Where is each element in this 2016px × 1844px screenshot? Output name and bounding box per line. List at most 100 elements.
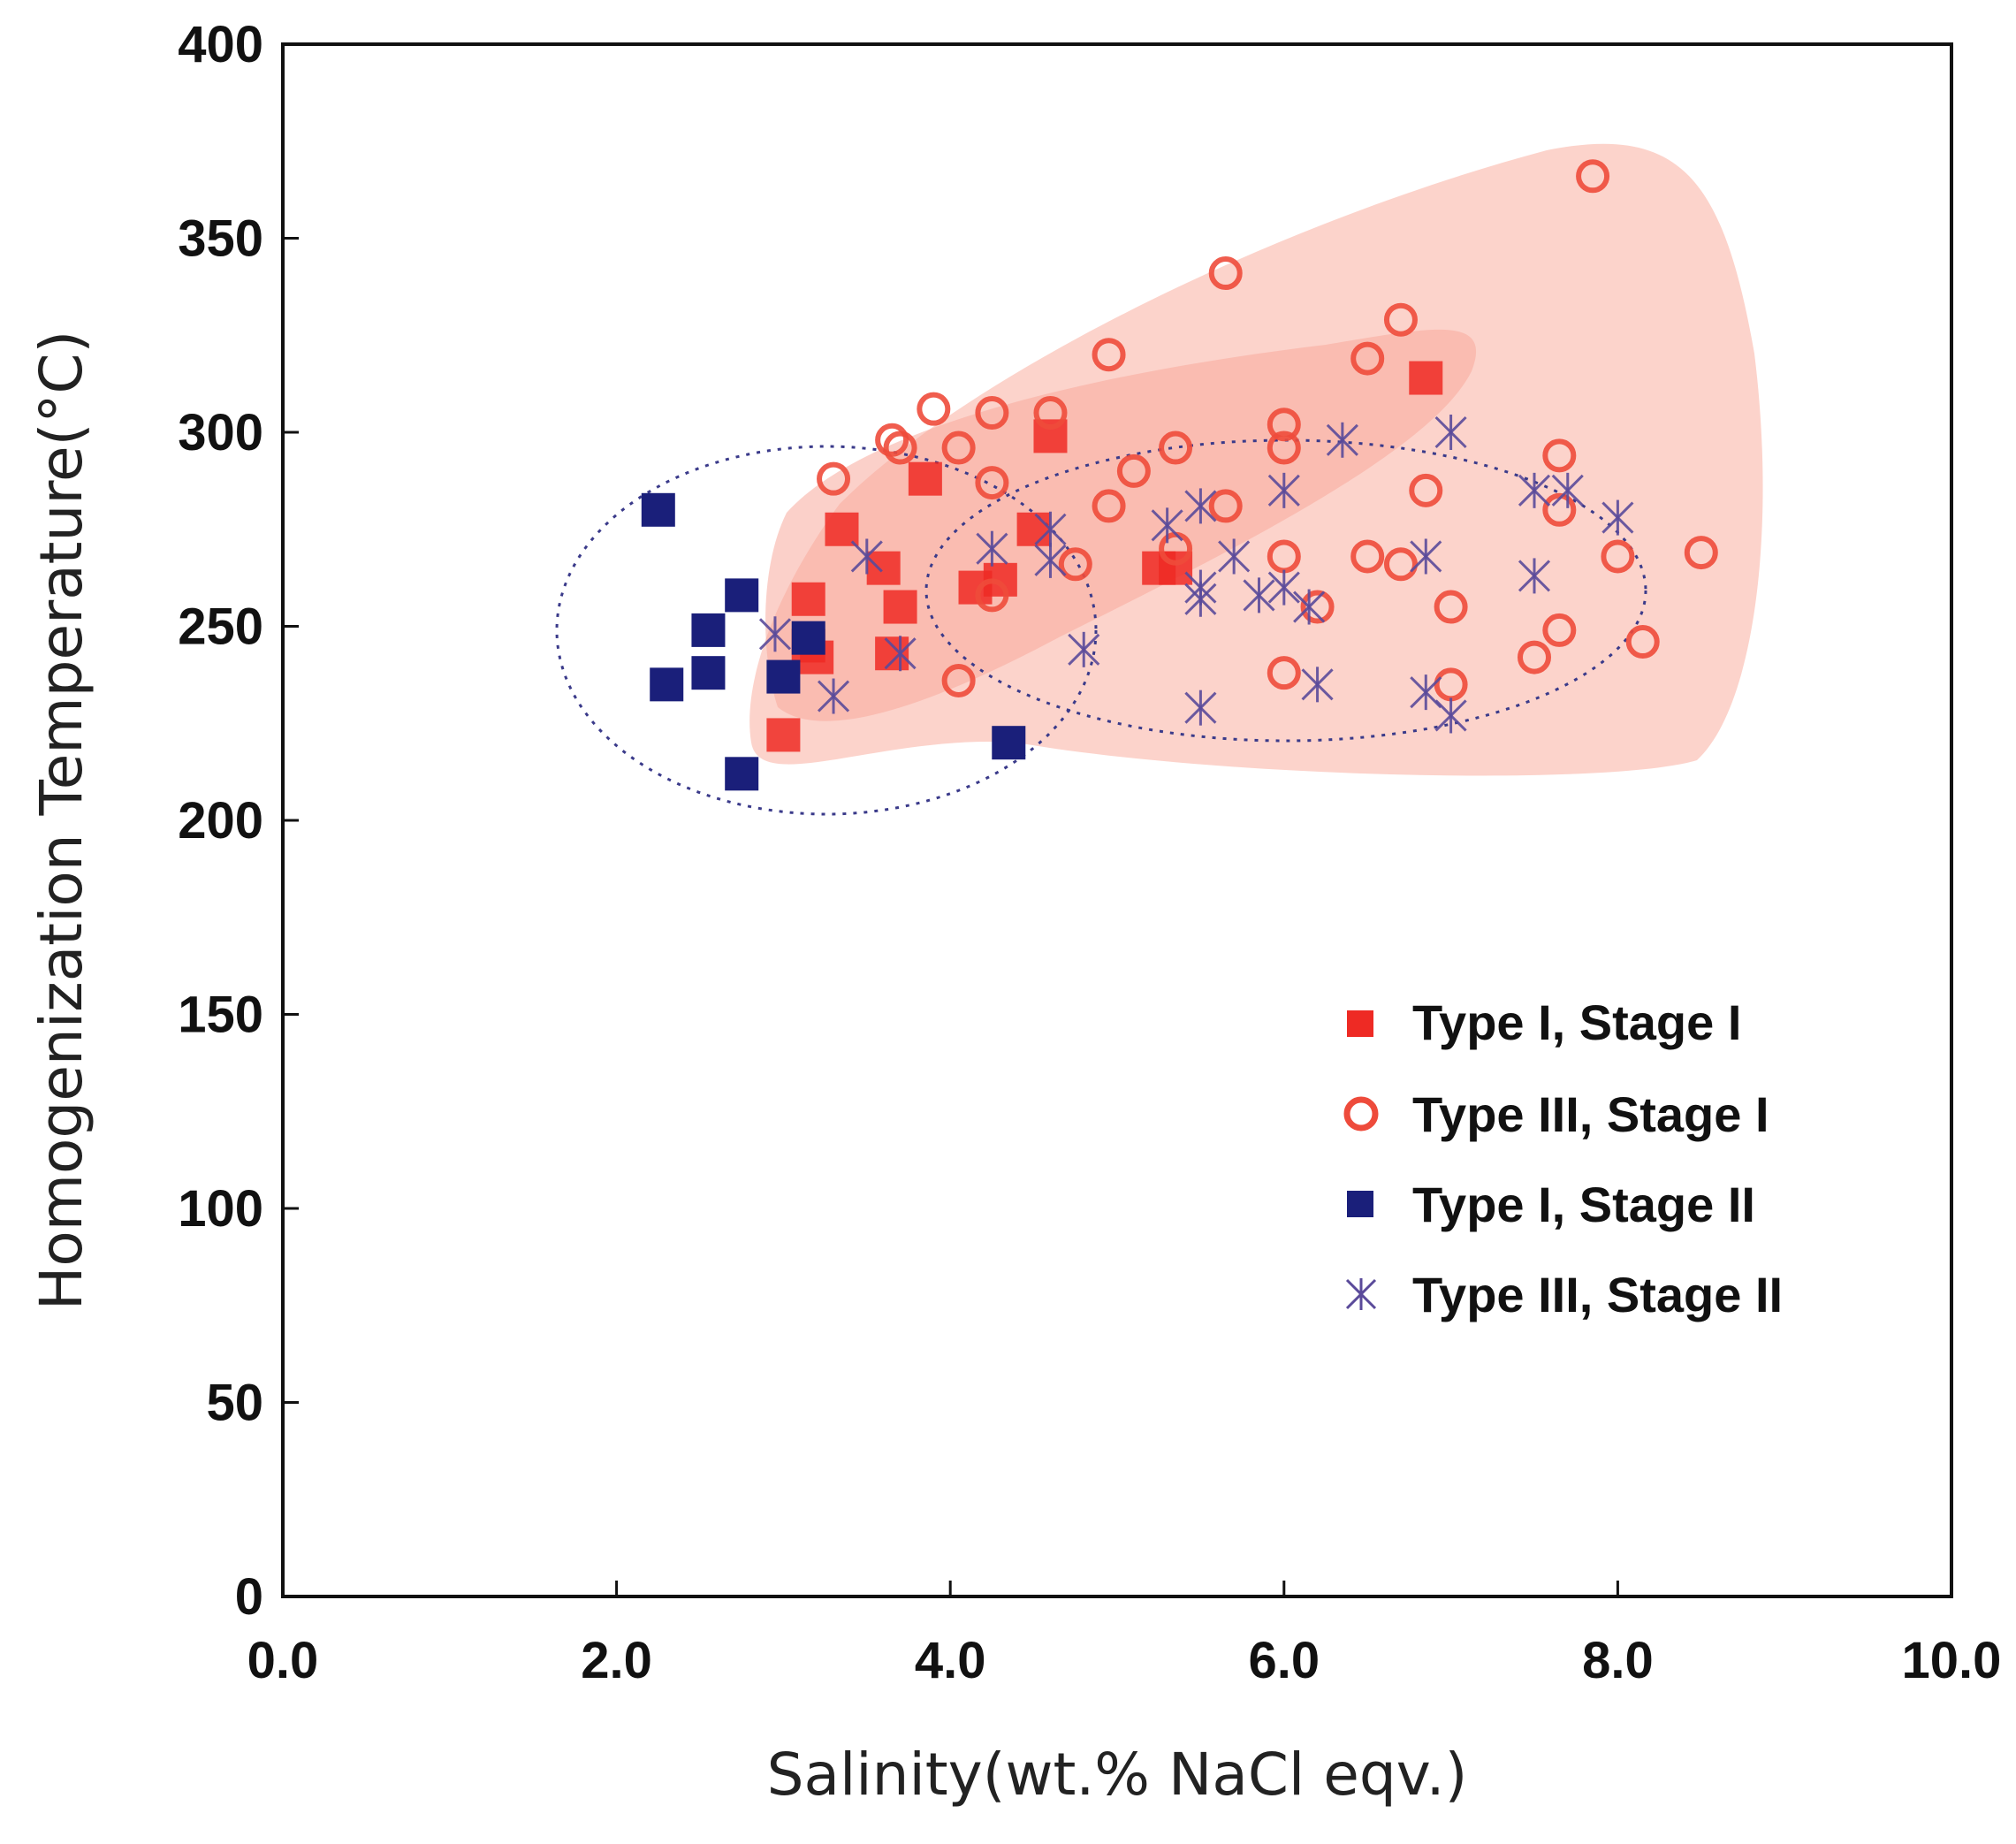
- legend-label-type1-stage1: Type I, Stage I: [1412, 994, 1741, 1050]
- point-type3-stage2: [1151, 507, 1183, 544]
- y-tick-label: 50: [206, 1375, 263, 1432]
- point-type3-stage2: [1551, 472, 1584, 508]
- point-type3-stage1: [917, 392, 951, 426]
- point-type3-stage2: [1243, 577, 1275, 613]
- point-type3-stage1: [1576, 159, 1610, 194]
- point-type3-stage2: [850, 538, 883, 575]
- point-type3-stage1: [1601, 539, 1635, 574]
- y-tick-label: 400: [178, 16, 263, 73]
- point-type1-stage1: [1409, 361, 1443, 395]
- point-type3-stage1: [1267, 408, 1301, 442]
- point-type3-stage1: [883, 431, 917, 465]
- point-type3-stage1: [1300, 590, 1335, 624]
- point-type3-stage1: [875, 423, 909, 457]
- data-points: [641, 159, 1718, 791]
- point-type3-stage2: [1601, 499, 1634, 536]
- point-type3-stage1: [975, 396, 1009, 431]
- point-type3-stage1: [1159, 431, 1193, 465]
- point-type3-stage1: [1434, 590, 1468, 624]
- legend-label-type3-stage2: Type III, Stage II: [1412, 1267, 1783, 1322]
- point-type3-stage1: [975, 466, 1009, 500]
- point-type3-stage1: [1350, 539, 1385, 574]
- legend: Type I, Stage I Type III, Stage I Type I…: [1343, 994, 1783, 1322]
- x-tick-label: 4.0: [915, 1632, 986, 1689]
- point-type3-stage1: [1542, 613, 1577, 647]
- point-type3-stage1: [941, 663, 976, 697]
- point-type3-stage1: [1033, 396, 1068, 431]
- point-type3-stage2: [1034, 511, 1067, 547]
- legend-label-type1-stage2: Type I, Stage II: [1412, 1177, 1755, 1232]
- point-type1-stage2: [791, 621, 825, 655]
- legend-marker-type3-stage1: [1343, 1096, 1379, 1132]
- point-type1-stage1: [883, 590, 917, 624]
- point-type3-stage1: [975, 578, 1009, 613]
- x-tick-label: 6.0: [1248, 1632, 1320, 1689]
- point-type3-stage2: [1410, 538, 1442, 575]
- legend-marker-type1-stage1: [1347, 1010, 1373, 1037]
- point-type3-stage1: [1625, 625, 1660, 659]
- x-axis-title: Salinity(wt.% NaCl eqv.): [767, 1741, 1468, 1809]
- point-type3-stage2: [1034, 542, 1067, 578]
- point-type1-stage2: [650, 667, 684, 702]
- point-type3-stage1: [1092, 489, 1126, 523]
- point-type3-stage2: [817, 678, 850, 714]
- point-type1-stage1: [908, 461, 942, 496]
- point-type3-stage1: [1058, 547, 1092, 582]
- point-type3-stage2: [884, 636, 917, 672]
- y-tick-label: 350: [178, 210, 263, 268]
- point-type1-stage2: [766, 659, 801, 694]
- y-tick-label: 0: [235, 1568, 263, 1626]
- x-tick-label: 10.0: [1902, 1632, 2002, 1689]
- point-type3-stage1: [1092, 338, 1126, 372]
- y-tick-label: 150: [178, 987, 263, 1044]
- legend-marker-type1-stage2: [1347, 1191, 1373, 1217]
- point-type1-stage2: [725, 757, 759, 791]
- x-tick-label: 8.0: [1582, 1632, 1654, 1689]
- point-type3-stage2: [1293, 589, 1326, 625]
- point-type3-stage2: [1518, 472, 1551, 508]
- legend-marker-type3-stage2: [1345, 1278, 1377, 1310]
- point-type1-stage2: [691, 613, 726, 647]
- point-type3-stage2: [1326, 422, 1358, 458]
- point-type1-stage1: [875, 636, 909, 671]
- point-type3-stage1: [1267, 656, 1301, 690]
- point-type3-stage2: [976, 530, 1008, 567]
- point-type3-stage1: [817, 461, 851, 496]
- dotted-outline-stage2-type1: [555, 445, 1098, 816]
- point-type3-stage2: [1434, 697, 1467, 734]
- point-type3-stage1: [1409, 473, 1443, 507]
- point-type3-stage2: [1184, 581, 1217, 617]
- point-type3-stage1: [941, 431, 976, 465]
- point-type3-stage2: [1434, 415, 1467, 450]
- point-type3-stage2: [758, 616, 792, 652]
- point-type1-stage1: [866, 551, 901, 585]
- point-type3-stage2: [1267, 472, 1300, 508]
- y-tick-label: 250: [178, 598, 263, 656]
- point-type1-stage1: [1016, 512, 1051, 546]
- point-type1-stage2: [992, 726, 1026, 760]
- point-type3-stage2: [1068, 631, 1100, 667]
- point-type1-stage2: [725, 578, 759, 613]
- point-type1-stage2: [641, 492, 675, 527]
- point-type3-stage1: [1542, 438, 1577, 473]
- point-type3-stage1: [1267, 431, 1301, 465]
- legend-label-type3-stage1: Type III, Stage I: [1412, 1086, 1769, 1142]
- point-type3-stage1: [1208, 489, 1243, 523]
- point-type3-stage1: [1383, 302, 1418, 337]
- point-type3-stage1: [1684, 536, 1718, 570]
- point-type3-stage1: [1116, 453, 1151, 488]
- point-type3-stage2: [1184, 488, 1217, 524]
- point-type3-stage1: [1350, 341, 1385, 376]
- point-type3-stage2: [1518, 558, 1551, 594]
- axis-ticks: 0.0 2.0 4.0 6.0 8.0 10.0 0 50 100 150 200 250 300 350…: [178, 16, 2001, 1689]
- y-tick-label: 200: [178, 792, 263, 850]
- x-tick-label: 2.0: [581, 1632, 652, 1689]
- point-type3-stage2: [1218, 538, 1251, 575]
- y-tick-label: 100: [178, 1180, 263, 1238]
- point-type3-stage1: [1208, 256, 1243, 291]
- point-type3-stage2: [1301, 667, 1334, 703]
- point-type3-stage1: [1383, 547, 1418, 582]
- y-axis-title: Homogenization Temperature(°C): [27, 331, 95, 1311]
- point-type1-stage1: [825, 512, 859, 546]
- point-type3-stage2: [1184, 690, 1217, 726]
